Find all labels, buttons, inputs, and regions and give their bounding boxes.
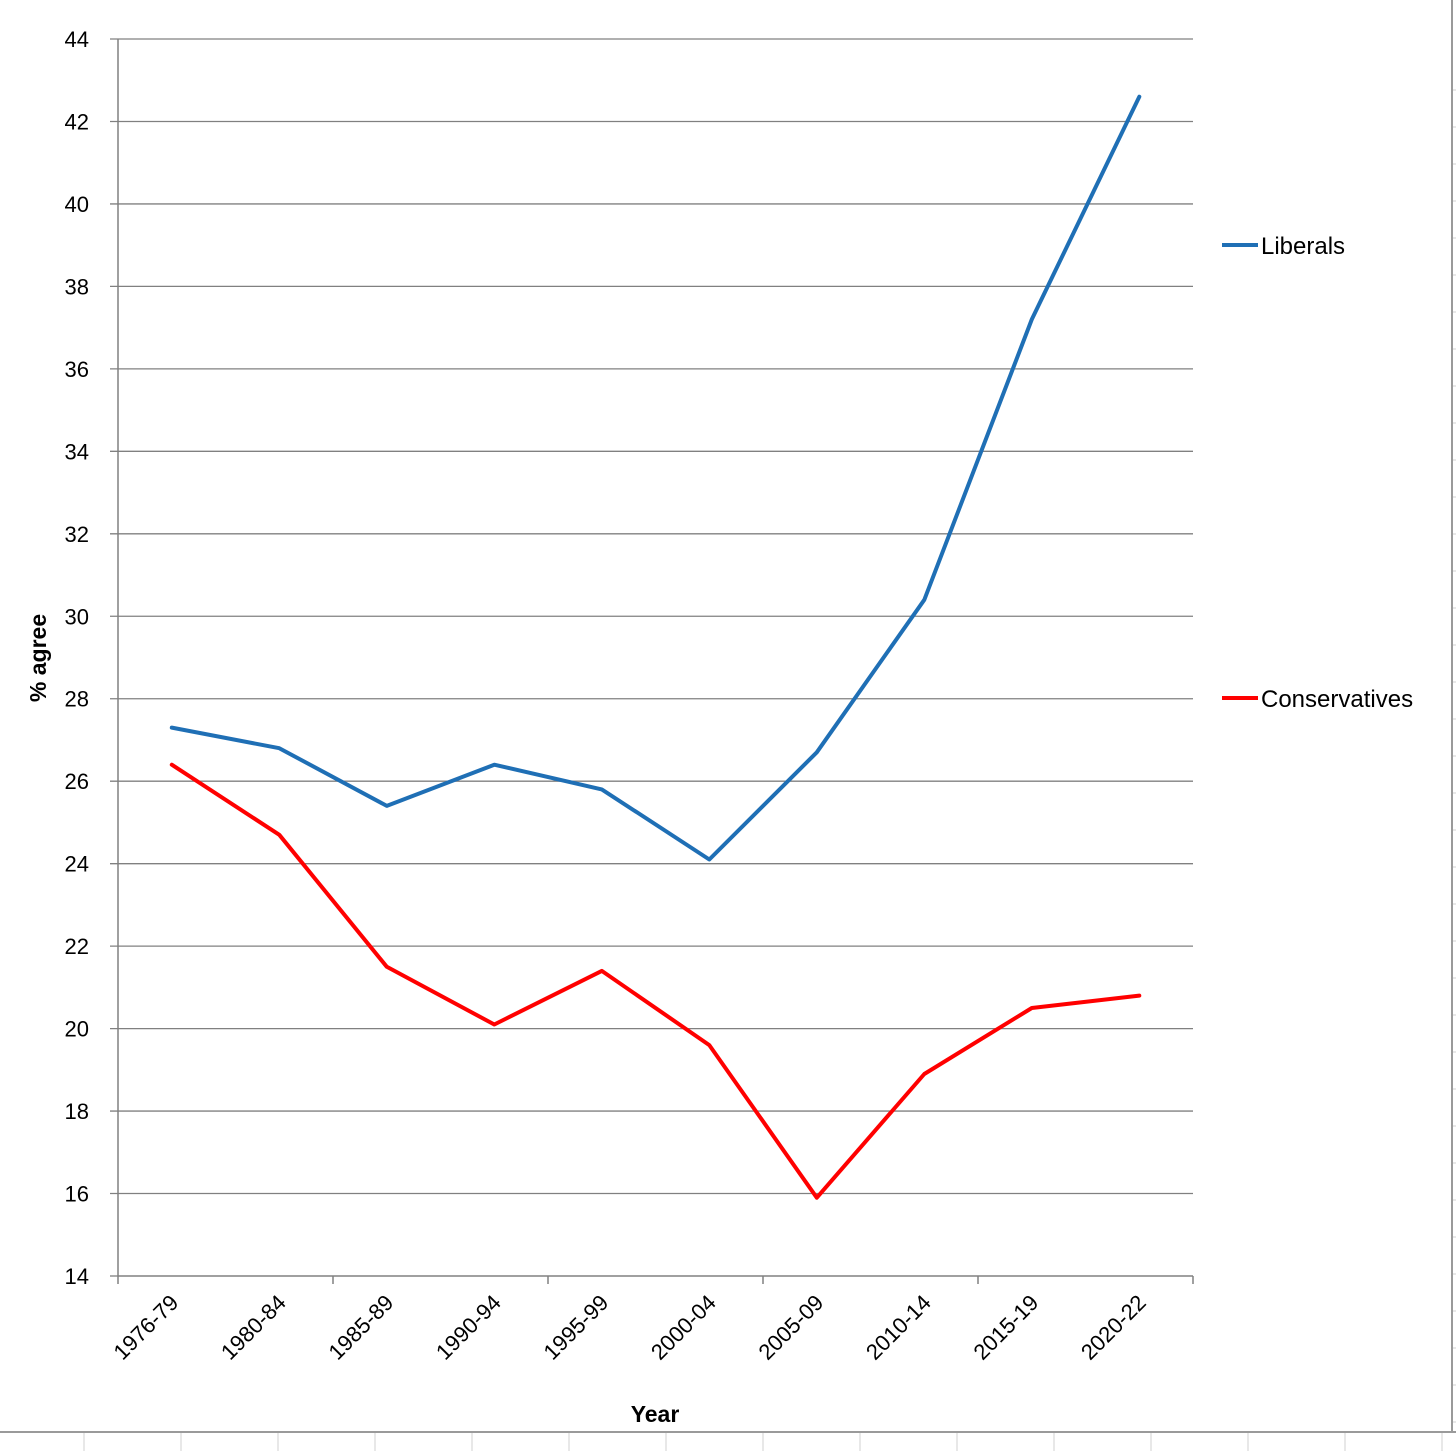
y-tick-label: 36 (65, 357, 89, 382)
y-tick-label: 44 (65, 27, 89, 52)
x-tick-label: 1990-94 (431, 1290, 506, 1365)
y-tick-label: 28 (65, 687, 89, 712)
x-tick-label: 1980-84 (216, 1290, 291, 1365)
y-tick-label: 26 (65, 769, 89, 794)
y-tick-label: 14 (65, 1264, 89, 1289)
gridlines (110, 38, 1193, 1277)
x-tick-label: 2015-19 (969, 1290, 1044, 1365)
y-tick-label: 38 (65, 274, 89, 299)
legend: Liberals Conservatives (1222, 233, 1413, 713)
y-tick-label: 42 (65, 109, 89, 134)
x-tick-label: 2005-09 (754, 1290, 829, 1365)
y-tick-label: 32 (65, 522, 89, 547)
y-tick-label: 18 (65, 1099, 89, 1124)
x-tick-label: 1985-89 (324, 1290, 399, 1365)
axes (117, 39, 1194, 1284)
series-layer (169, 94, 1142, 1200)
y-tick-label: 20 (65, 1017, 89, 1042)
x-axis-title: Year (631, 1401, 680, 1427)
y-tick-label: 16 (65, 1182, 89, 1207)
series-line-conservatives (169, 762, 1142, 1200)
y-tick-label: 24 (65, 852, 89, 877)
series-line-liberals (169, 94, 1142, 862)
y-tick-label: 30 (65, 604, 89, 629)
y-tick-label: 22 (65, 934, 89, 959)
legend-label-conservatives: Conservatives (1261, 686, 1413, 713)
y-axis-title: % agree (25, 614, 51, 702)
x-tick-label: 2020-22 (1076, 1290, 1151, 1365)
y-axis-ticks: 14 16 18 20 22 24 26 28 30 32 34 36 38 40 42 44 (65, 27, 89, 1289)
x-tick-label: 1976-79 (109, 1290, 184, 1365)
x-axis-ticks: 1976-79 1980-84 1985-89 1990-94 1995-99 2000-… (109, 1290, 1151, 1365)
y-tick-label: 40 (65, 192, 89, 217)
x-tick-label: 1995-99 (539, 1290, 614, 1365)
y-tick-label: 34 (65, 439, 89, 464)
x-tick-label: 2010-14 (861, 1290, 936, 1365)
x-tick-label: 2000-04 (646, 1290, 721, 1365)
legend-label-liberals: Liberals (1261, 233, 1345, 260)
